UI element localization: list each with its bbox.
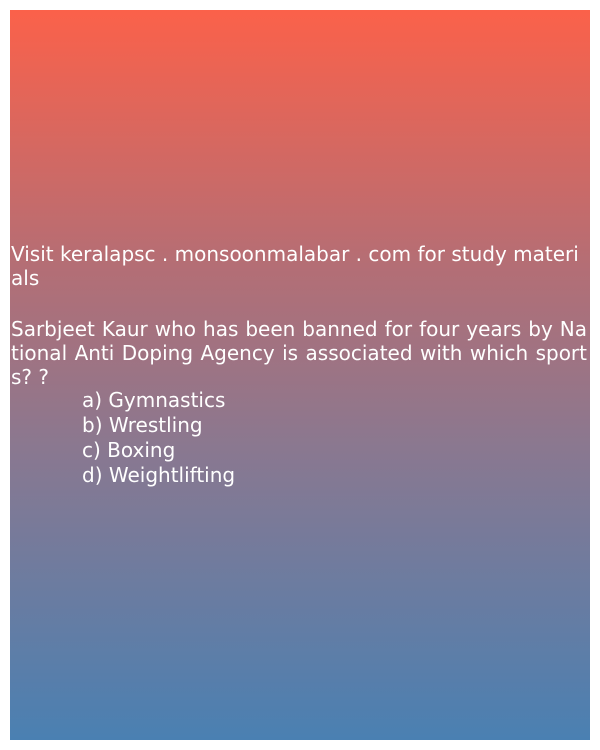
option-c: c) Boxing bbox=[82, 438, 176, 462]
quiz-card: Visit keralapsc . monsoonmalabar . com f… bbox=[10, 10, 590, 740]
option-b: b) Wrestling bbox=[82, 413, 203, 437]
visit-website-text: Visit keralapsc . monsoonmalabar . com f… bbox=[11, 242, 579, 290]
question-text: Sarbjeet Kaur who has been banned for fo… bbox=[11, 317, 587, 389]
option-d: d) Weightlifting bbox=[82, 463, 236, 487]
option-a: a) Gymnastics bbox=[82, 388, 226, 412]
options-list: a) Gymnastics b) Wrestling c) Boxing d) … bbox=[82, 388, 235, 488]
